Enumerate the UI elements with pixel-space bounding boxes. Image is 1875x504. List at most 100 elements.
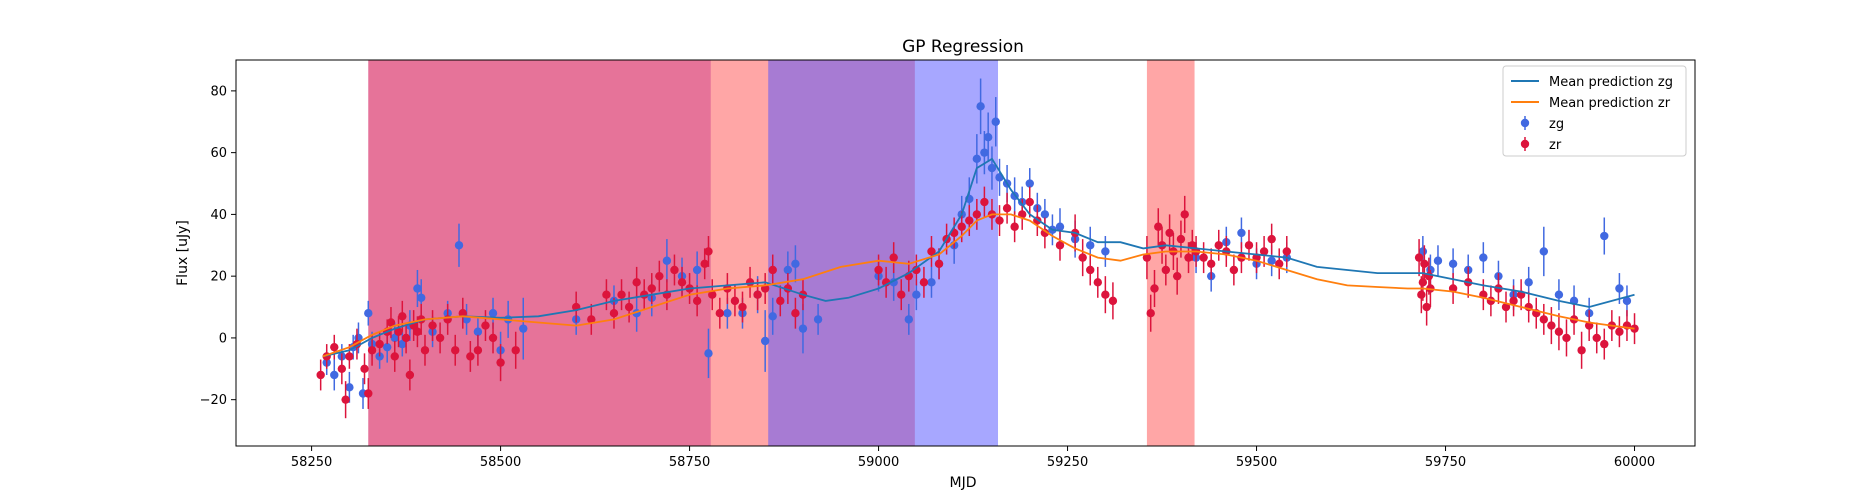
- data-point-zg: [791, 259, 800, 269]
- data-point-zr: [1275, 259, 1284, 269]
- data-point-zg: [1622, 296, 1632, 306]
- data-point-zg: [704, 349, 713, 358]
- data-point-zr: [420, 346, 430, 355]
- data-point-zr: [1418, 278, 1428, 287]
- x-tick-label: 58500: [480, 455, 521, 470]
- data-point-zg: [972, 154, 982, 164]
- data-point-zr: [753, 290, 762, 299]
- data-point-zr: [738, 302, 747, 312]
- data-point-zr: [1282, 247, 1291, 256]
- data-point-zr: [1010, 222, 1019, 231]
- data-point-zr: [488, 333, 498, 343]
- data-point-zr: [791, 309, 800, 318]
- legend-marker: [1520, 118, 1530, 128]
- data-point-zr: [919, 278, 929, 287]
- data-point-zg: [760, 336, 770, 346]
- data-point-zr: [587, 315, 596, 324]
- y-tick-label: 20: [210, 270, 227, 285]
- data-point-zr: [677, 278, 687, 287]
- x-tick-label: 59250: [1047, 455, 1088, 470]
- data-point-zr: [375, 339, 384, 349]
- data-point-zr: [972, 210, 982, 219]
- y-tick-label: 40: [210, 208, 227, 223]
- data-point-zr: [1101, 290, 1110, 299]
- legend-entry: zr: [1520, 137, 1562, 153]
- data-point-zr: [390, 352, 399, 361]
- data-point-zr: [1172, 271, 1182, 281]
- data-point-zr: [874, 265, 883, 275]
- data-point-zr: [1414, 253, 1424, 262]
- data-point-zr: [745, 278, 755, 287]
- data-point-zr: [1577, 346, 1586, 355]
- legend: Mean prediction zg Mean prediction zr zg zr: [1502, 65, 1687, 157]
- data-point-zr: [632, 278, 641, 287]
- legend-entry: Mean prediction zr: [1511, 96, 1671, 111]
- data-point-zg: [991, 117, 1000, 126]
- data-point-zr: [980, 197, 989, 207]
- data-point-zg: [1524, 278, 1533, 287]
- data-point-zr: [1199, 253, 1208, 262]
- data-point-zg: [783, 265, 793, 275]
- data-point-zg: [1448, 259, 1458, 269]
- y-tick-label: 0: [219, 331, 227, 346]
- data-point-zg: [912, 290, 921, 299]
- chart-title: GP Regression: [902, 37, 1024, 57]
- shaded-region-2: [768, 60, 999, 446]
- y-tick-label: 80: [210, 84, 227, 99]
- data-point-zr: [700, 259, 709, 269]
- data-point-zg: [413, 284, 422, 293]
- legend-label: zg: [1549, 117, 1564, 132]
- data-point-zr: [1244, 241, 1254, 250]
- data-point-zr: [481, 321, 490, 330]
- data-point-zr: [458, 309, 467, 318]
- data-point-zr: [1161, 265, 1171, 275]
- legend-marker: [1520, 139, 1530, 149]
- data-point-zr: [1206, 259, 1216, 269]
- plot-frame: [235, 59, 1696, 447]
- data-point-zg: [1055, 222, 1065, 231]
- data-point-zg: [1539, 247, 1549, 256]
- x-tick-label: 58250: [291, 455, 332, 470]
- data-point-zr: [398, 312, 407, 321]
- data-point-zg: [927, 278, 936, 287]
- data-point-zg: [454, 241, 464, 250]
- data-point-zg: [1554, 290, 1564, 299]
- axes: 58250 58500 58750 59000 59250 59500 59750 60000…: [200, 59, 1696, 470]
- data-point-zr: [1086, 265, 1095, 275]
- data-point-zr: [1547, 321, 1556, 330]
- data-point-zr: [1417, 290, 1426, 299]
- data-point-zg: [488, 309, 498, 318]
- data-point-zr: [670, 265, 679, 275]
- data-point-zr: [496, 358, 505, 367]
- data-point-zg: [519, 324, 528, 333]
- data-point-zr: [1040, 228, 1050, 238]
- data-point-zr: [1539, 315, 1549, 324]
- data-point-zg: [1267, 256, 1276, 265]
- data-point-zr: [435, 333, 445, 343]
- data-point-zg: [983, 133, 993, 142]
- data-point-zr: [1630, 324, 1639, 333]
- data-point-zr: [511, 346, 520, 355]
- data-point-zr: [1592, 333, 1601, 343]
- data-point-zr: [1154, 222, 1163, 231]
- data-point-zg: [1237, 228, 1246, 238]
- line-mean-prediction-zr: [322, 213, 1635, 358]
- data-point-zg: [1101, 247, 1110, 256]
- x-tick-label: 60000: [1614, 455, 1655, 470]
- data-point-zg: [692, 265, 702, 275]
- data-point-zr: [1142, 253, 1152, 262]
- data-point-zg: [417, 293, 426, 302]
- data-point-zr: [466, 352, 475, 361]
- data-point-zg: [768, 312, 777, 321]
- data-point-zg: [723, 309, 732, 318]
- data-point-zg: [1086, 241, 1095, 250]
- data-point-zg: [662, 256, 672, 265]
- data-point-zg: [976, 102, 985, 111]
- data-point-zg: [345, 383, 354, 392]
- data-point-zr: [768, 265, 777, 275]
- data-point-zr: [1214, 241, 1223, 250]
- data-point-zr: [609, 309, 619, 318]
- plot-area: [316, 60, 1639, 446]
